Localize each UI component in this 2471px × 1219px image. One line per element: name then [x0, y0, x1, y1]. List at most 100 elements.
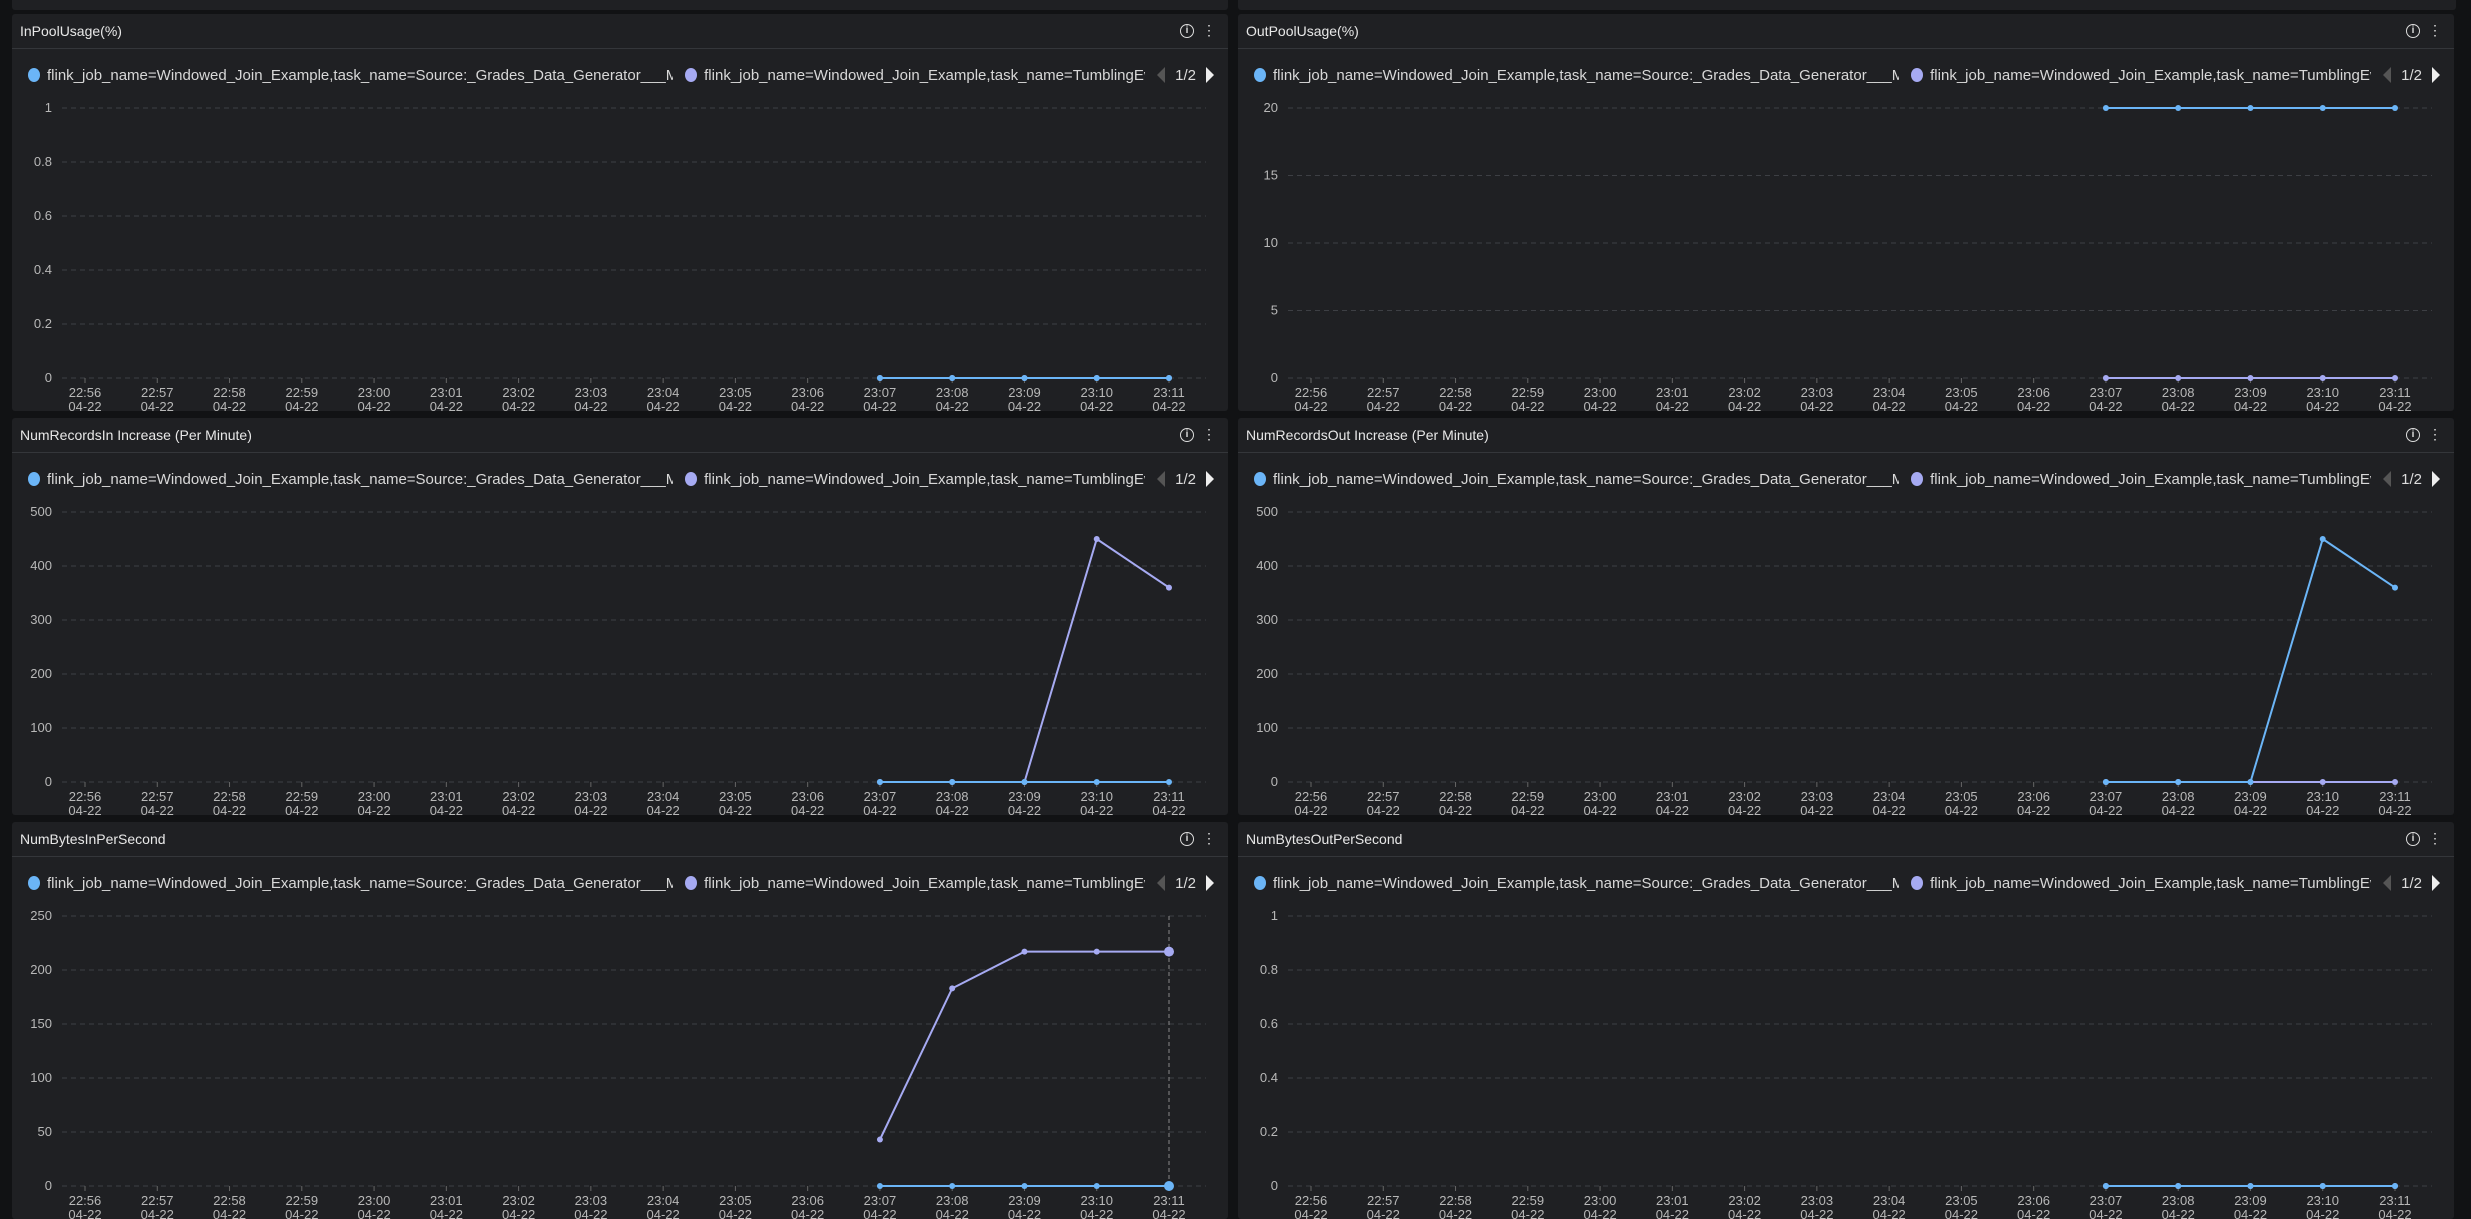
x-tick-label: 23:08 [936, 1193, 969, 1208]
chevron-left-icon[interactable] [2383, 471, 2392, 487]
x-tick-date: 04-22 [1152, 803, 1185, 815]
x-tick-label: 23:09 [2234, 789, 2267, 804]
x-tick-date: 04-22 [1080, 1207, 1113, 1219]
legend-item-series2[interactable]: flink_job_name=Windowed_Join_Example,tas… [685, 471, 1145, 488]
chart-plot: 0510152022:5604-2222:5704-2222:5804-2222… [1264, 100, 2432, 411]
x-tick-label: 23:08 [2162, 385, 2195, 400]
series-line-2 [879, 537, 1170, 783]
x-tick-label: 23:03 [1801, 789, 1834, 804]
legend-item-series2[interactable]: flink_job_name=Windowed_Join_Example,tas… [685, 67, 1145, 84]
legend-item-series1[interactable]: flink_job_name=Windowed_Join_Example,tas… [28, 471, 673, 488]
legend-item-series1[interactable]: flink_job_name=Windowed_Join_Example,tas… [1254, 67, 1899, 84]
chevron-right-icon[interactable] [1206, 875, 1214, 891]
x-tick-date: 04-22 [502, 803, 535, 815]
x-tick-date: 04-22 [936, 803, 969, 815]
x-tick-date: 04-22 [285, 399, 318, 411]
chevron-right-icon[interactable] [2432, 471, 2440, 487]
x-tick-label: 23:10 [1080, 385, 1113, 400]
x-tick-label: 23:00 [1584, 1193, 1617, 1208]
x-tick-label: 23:11 [2379, 789, 2411, 804]
chevron-left-icon[interactable] [1157, 875, 1166, 891]
panel-title: OutPoolUsage(%) [1246, 23, 1359, 39]
data-point [1093, 375, 1100, 381]
legend-item-series1[interactable]: flink_job_name=Windowed_Join_Example,tas… [1254, 471, 1899, 488]
more-vertical-icon[interactable]: ⋮ [2428, 22, 2442, 38]
data-point [2319, 105, 2326, 111]
x-tick-date: 04-22 [1294, 803, 1327, 815]
x-tick-date: 04-22 [1511, 399, 1544, 411]
chevron-right-icon[interactable] [1206, 471, 1214, 487]
x-tick-date: 04-22 [141, 1207, 174, 1219]
more-vertical-icon[interactable]: ⋮ [1202, 22, 1216, 38]
x-tick-label: 23:07 [2090, 385, 2123, 400]
chevron-right-icon[interactable] [1206, 67, 1214, 83]
x-tick-label: 23:08 [936, 385, 969, 400]
x-tick-date: 04-22 [791, 803, 824, 815]
x-tick-date: 04-22 [719, 399, 752, 411]
chevron-left-icon[interactable] [1157, 471, 1166, 487]
data-point [2102, 105, 2109, 111]
x-tick-label: 23:01 [1656, 1193, 1689, 1208]
y-tick-label: 50 [38, 1124, 52, 1139]
more-vertical-icon[interactable]: ⋮ [2428, 426, 2442, 442]
x-tick-label: 23:06 [791, 789, 824, 804]
x-tick-date: 04-22 [502, 1207, 535, 1219]
legend-item-series1[interactable]: flink_job_name=Windowed_Join_Example,tas… [28, 67, 673, 84]
x-tick-label: 22:58 [213, 789, 246, 804]
more-vertical-icon[interactable]: ⋮ [2428, 830, 2442, 846]
data-point [2102, 779, 2109, 785]
info-icon[interactable]: i [1180, 831, 1194, 846]
info-icon[interactable]: i [2406, 831, 2420, 846]
x-tick-date: 04-22 [719, 1207, 752, 1219]
y-tick-label: 0.6 [1260, 1016, 1278, 1031]
x-tick-label: 23:11 [1153, 385, 1185, 400]
x-tick-date: 04-22 [502, 399, 535, 411]
legend-item-series2[interactable]: flink_job_name=Windowed_Join_Example,tas… [1911, 875, 2371, 892]
legend-dot [1911, 68, 1924, 82]
chevron-left-icon[interactable] [1157, 67, 1166, 83]
x-tick-label: 23:02 [502, 1193, 535, 1208]
legend-item-series1[interactable]: flink_job_name=Windowed_Join_Example,tas… [1254, 875, 1899, 892]
legend: flink_job_name=Windowed_Join_Example,tas… [28, 468, 1214, 490]
x-tick-label: 22:57 [1367, 385, 1400, 400]
legend: flink_job_name=Windowed_Join_Example,tas… [1254, 468, 2440, 490]
x-tick-label: 23:04 [1873, 1193, 1906, 1208]
data-point [1164, 1181, 1174, 1191]
x-tick-date: 04-22 [2089, 1207, 2122, 1219]
x-tick-label: 23:07 [864, 1193, 897, 1208]
chevron-left-icon[interactable] [2383, 67, 2392, 83]
legend-item-series1[interactable]: flink_job_name=Windowed_Join_Example,tas… [28, 875, 673, 892]
x-tick-label: 23:01 [430, 385, 463, 400]
chevron-right-icon[interactable] [2432, 67, 2440, 83]
x-tick-label: 23:11 [1153, 789, 1185, 804]
x-tick-date: 04-22 [1583, 1207, 1616, 1219]
x-tick-date: 04-22 [2306, 399, 2339, 411]
legend-page: 1/2 [1175, 470, 1196, 488]
x-tick-date: 04-22 [2017, 1207, 2050, 1219]
x-tick-label: 22:58 [1439, 1193, 1472, 1208]
legend-item-series2[interactable]: flink_job_name=Windowed_Join_Example,tas… [1911, 471, 2371, 488]
info-icon[interactable]: i [2406, 427, 2420, 442]
x-tick-date: 04-22 [430, 803, 463, 815]
y-tick-label: 0.6 [34, 208, 52, 223]
x-tick-date: 04-22 [1873, 399, 1906, 411]
x-tick-label: 23:01 [430, 789, 463, 804]
info-icon[interactable]: i [1180, 427, 1194, 442]
info-icon[interactable]: i [1180, 23, 1194, 38]
x-tick-label: 23:03 [575, 789, 608, 804]
data-point [2392, 584, 2398, 591]
x-tick-date: 04-22 [2234, 399, 2267, 411]
info-icon[interactable]: i [2406, 23, 2420, 38]
x-tick-date: 04-22 [1873, 1207, 1906, 1219]
more-vertical-icon[interactable]: ⋮ [1202, 426, 1216, 442]
x-tick-date: 04-22 [1945, 1207, 1978, 1219]
chevron-right-icon[interactable] [2432, 875, 2440, 891]
chevron-left-icon[interactable] [2383, 875, 2392, 891]
legend-item-series2[interactable]: flink_job_name=Windowed_Join_Example,tas… [685, 875, 1145, 892]
legend-item-series2[interactable]: flink_job_name=Windowed_Join_Example,tas… [1911, 67, 2371, 84]
data-point [2319, 1183, 2326, 1189]
more-vertical-icon[interactable]: ⋮ [1202, 830, 1216, 846]
x-tick-date: 04-22 [2162, 1207, 2195, 1219]
x-tick-label: 23:04 [1873, 385, 1906, 400]
y-tick-label: 1 [1271, 908, 1278, 923]
